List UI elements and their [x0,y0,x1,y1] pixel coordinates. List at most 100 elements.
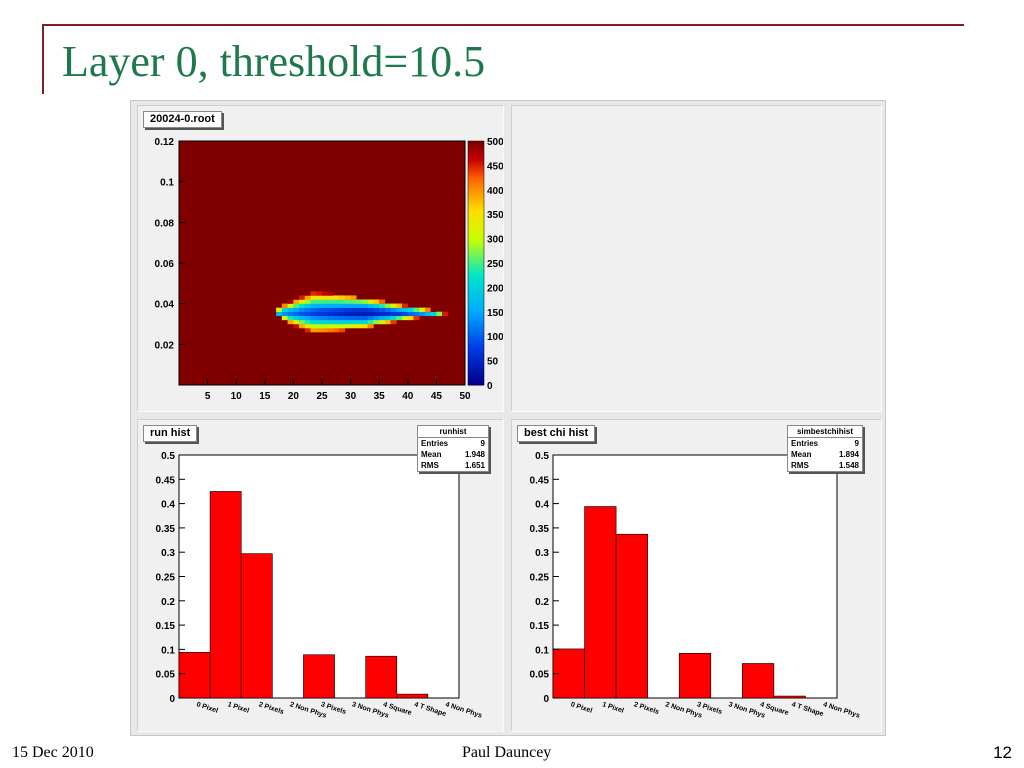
heatmap-cell [424,311,431,317]
heatmap-cell [390,303,397,308]
heatmap-cell [379,315,386,321]
heatmap-cell [339,323,346,329]
color-scale-step [468,192,484,196]
color-scale-step [468,231,484,235]
heatmap-cell [287,299,294,304]
heatmap-cell [344,299,351,304]
heatmap-cell [304,315,311,321]
heatmap-cell [379,319,386,325]
heatmap-cell [344,311,351,317]
heatmap-cell [316,323,323,329]
empty-pad [511,105,882,412]
heatmap-cell [401,315,408,321]
color-scale-step [468,145,484,149]
histogram-bar [396,693,429,699]
stats-entries-value: 9 [480,439,485,448]
histogram-bar [178,652,211,699]
histogram-bar [365,655,398,699]
footer-author: Paul Dauncey [462,744,552,761]
color-scale-step [468,228,484,232]
heatmap-cell [293,315,300,321]
heatmap-cell [442,311,449,317]
heatmap-cell [356,299,363,304]
x-category-label: 1 Pixel [227,701,250,715]
heatmap-cell [327,307,334,312]
heatmap-cell [401,311,408,317]
heatmap-cell [316,311,323,317]
y-tick-label: 0.04 [155,300,175,311]
color-scale-step [468,382,484,386]
color-scale-step [468,209,484,213]
heatmap-cell [384,319,391,325]
heatmap-cell [356,303,363,308]
heatmap-cell [293,323,300,329]
heatmap-cell [367,303,374,308]
heatmap-cell [339,319,346,325]
heatmap-cell [339,327,346,333]
heatmap-cell [344,295,351,300]
y-tick-label: 0.2 [161,597,175,608]
color-scale-step [468,341,484,345]
heatmap-cell [361,299,368,304]
heatmap-cell [413,311,420,317]
heatmap-cell [333,315,340,321]
x-category-label: 4 T Shape [413,701,447,718]
heatmap-cell [373,307,380,312]
color-scale-step [468,170,484,174]
z-tick-label: 100 [487,332,503,343]
run-hist-pad: run hist 0 0.05 0.1 0.15 0.2 0.25 0.3 0.35 0.4 0.… [137,419,504,732]
y-tick-label: 0.05 [530,670,550,681]
z-tick-label: 450 [487,161,503,172]
heatmap-cell [339,311,346,317]
heatmap-cell [299,307,306,312]
color-scale-step [468,160,484,164]
color-scale-step [468,309,484,313]
color-scale-step [468,226,484,230]
heatmap-cell [367,307,374,312]
color-scale-step [468,199,484,203]
color-scale-step [468,165,484,169]
heatmap-cell [299,303,306,308]
x-tick-label: 5 [205,391,211,402]
heatmap-cell [350,307,357,312]
color-scale-step [468,326,484,330]
heatmap-cell [430,307,437,312]
heatmap-cell [310,332,317,337]
heatmap-cell [281,311,288,317]
y-tick-label: 0.1 [160,178,174,189]
heatmap-cell [407,311,414,317]
color-scale-step [468,284,484,288]
color-scale-step [468,377,484,381]
color-scale-step [468,153,484,157]
x-tick-label: 50 [459,391,471,402]
histogram-bar [773,695,806,699]
y-tick-label: 0.1 [161,645,175,656]
histogram-bar [303,654,335,699]
color-scale-step [468,204,484,208]
heatmap-cell [293,303,300,308]
z-tick-label: 50 [487,357,499,368]
heatmap-cell [396,311,403,317]
color-scale-step [468,265,484,269]
y-tick-label: 0.45 [156,475,176,486]
stats-mean-row: Mean 1.948 [418,449,488,460]
heatmap-cell [344,307,351,312]
heatmap-cell [350,323,357,329]
x-tick-label: 40 [402,391,414,402]
y-tick-label: 0.15 [530,621,550,632]
color-scale-step [468,355,484,359]
z-tick-label: 400 [487,186,503,197]
heatmap-cell [413,307,420,312]
color-scale-step [468,263,484,266]
color-scale-step [468,277,484,281]
histogram-bar [584,506,617,699]
x-category-label: 4 Non Phys [444,701,483,719]
heatmap-cell [281,319,288,325]
heatmap-cell [350,295,357,300]
heatmap-cell [333,303,340,308]
heatmap-cell [310,327,317,333]
y-tick-label: 0.3 [535,548,549,559]
heatmap-plot: 5 10 15 20 25 30 35 40 45 50 0.02 0.04 0.06 0.08 0.1 0.… [155,137,503,402]
heatmap-cell [361,323,368,329]
color-scale-step [468,321,484,325]
